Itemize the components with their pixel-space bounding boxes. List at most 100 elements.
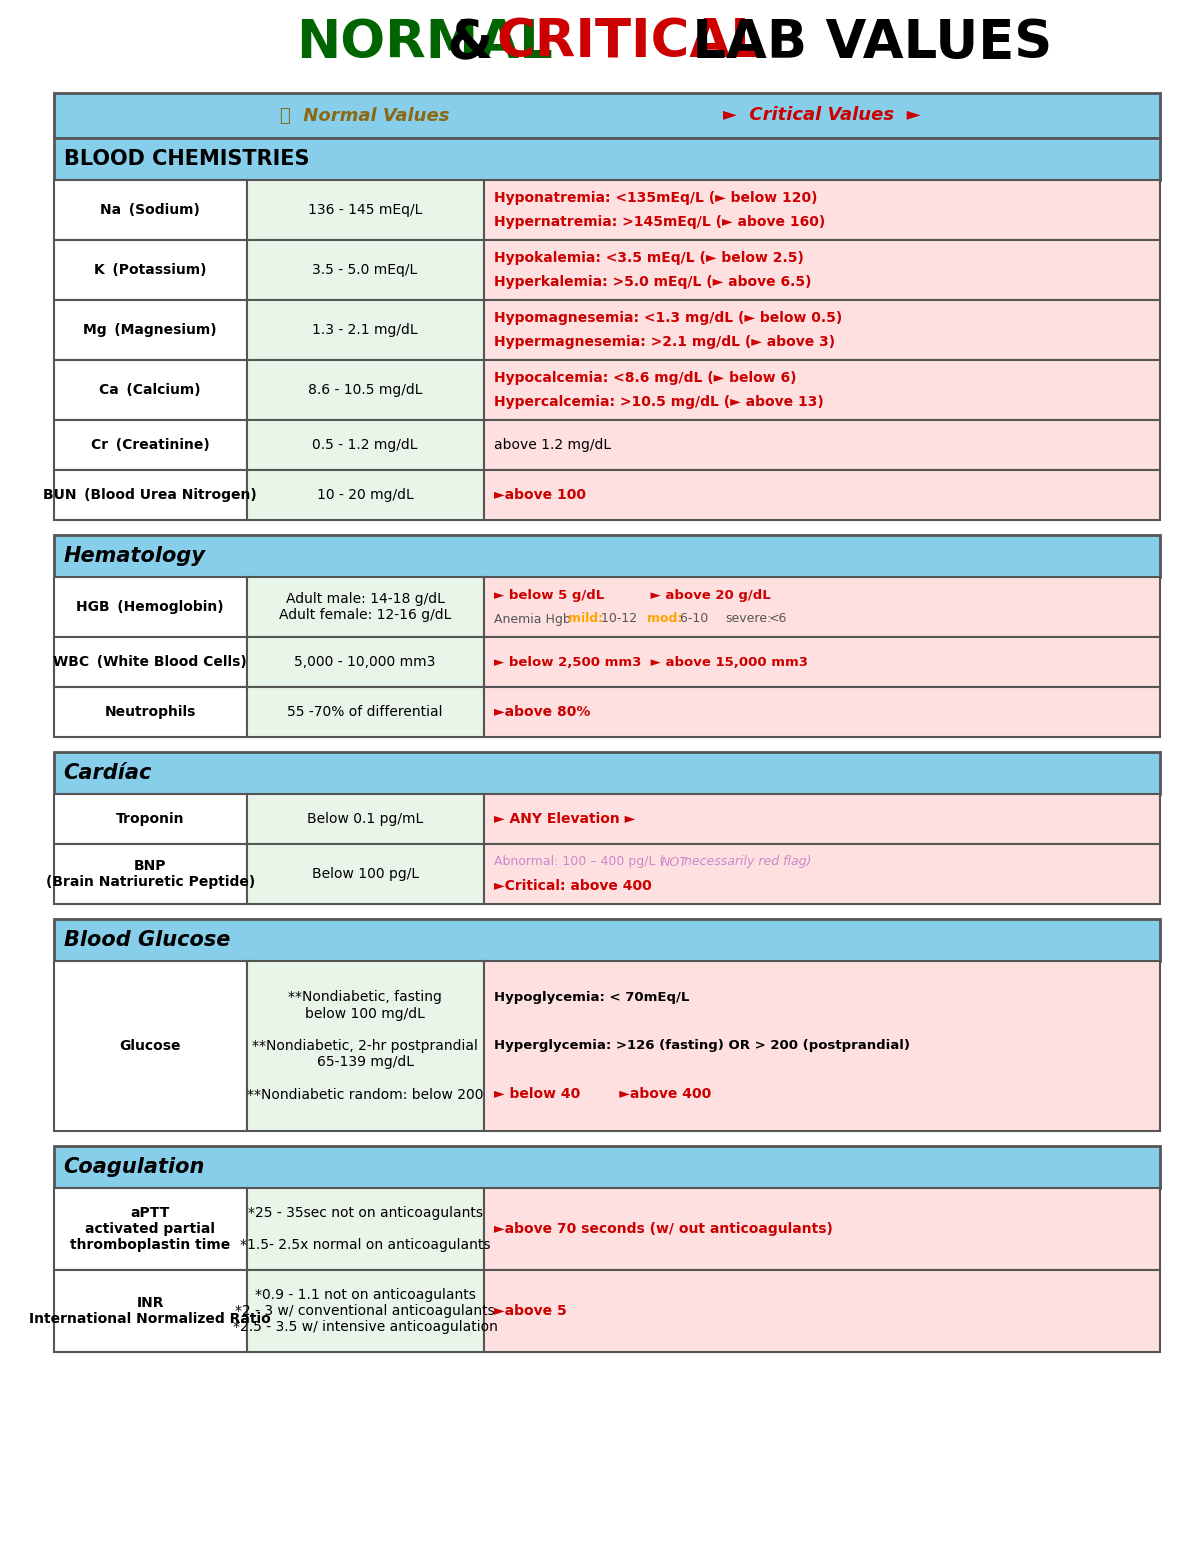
Text: necessarily red flag): necessarily red flag) [679, 856, 811, 868]
FancyBboxPatch shape [484, 1188, 1160, 1270]
Text: Blood Glucose: Blood Glucose [64, 930, 230, 950]
FancyBboxPatch shape [246, 961, 484, 1131]
Text: 6-10: 6-10 [677, 612, 720, 626]
Text: ►above 5: ►above 5 [493, 1305, 566, 1318]
FancyBboxPatch shape [54, 1270, 246, 1353]
Text: ►Critical: above 400: ►Critical: above 400 [493, 879, 652, 893]
Text: ► below 5 g/dL          ► above 20 g/dL: ► below 5 g/dL ► above 20 g/dL [493, 589, 770, 601]
FancyBboxPatch shape [246, 180, 484, 241]
Text: &: & [430, 17, 512, 68]
Text: ► below 40        ►above 400: ► below 40 ►above 400 [493, 1087, 710, 1101]
FancyBboxPatch shape [54, 1146, 1160, 1188]
Text: *0.9 - 1.1 not on anticoagulants
*2 - 3 w/ conventional anticoagulants
*2.5 - 3.: *0.9 - 1.1 not on anticoagulants *2 - 3 … [233, 1287, 498, 1334]
FancyBboxPatch shape [246, 360, 484, 419]
Text: Cr  (Creatinine): Cr (Creatinine) [91, 438, 210, 452]
Text: NORMAL: NORMAL [296, 17, 553, 68]
FancyBboxPatch shape [54, 686, 246, 738]
FancyBboxPatch shape [54, 843, 246, 904]
FancyBboxPatch shape [54, 180, 246, 241]
FancyBboxPatch shape [246, 637, 484, 686]
Text: Cardíac: Cardíac [64, 763, 152, 783]
FancyBboxPatch shape [246, 794, 484, 843]
FancyBboxPatch shape [54, 1188, 246, 1270]
FancyBboxPatch shape [54, 961, 246, 1131]
Text: Hyponatremia: <135mEq/L (► below 120): Hyponatremia: <135mEq/L (► below 120) [493, 191, 817, 205]
Text: Below 100 pg/L: Below 100 pg/L [312, 867, 419, 881]
Text: ► below 2,500 mm3  ► above 15,000 mm3: ► below 2,500 mm3 ► above 15,000 mm3 [493, 655, 808, 668]
Text: BLOOD CHEMISTRIES: BLOOD CHEMISTRIES [64, 149, 310, 169]
Text: Below 0.1 pg/mL: Below 0.1 pg/mL [307, 812, 424, 826]
Text: aPTT
activated partial
thromboplastin time: aPTT activated partial thromboplastin ti… [70, 1205, 230, 1252]
Text: ►above 80%: ►above 80% [493, 705, 590, 719]
FancyBboxPatch shape [246, 1188, 484, 1270]
FancyBboxPatch shape [54, 534, 1160, 578]
FancyBboxPatch shape [54, 752, 1160, 794]
Text: Hypokalemia: <3.5 mEq/L (► below 2.5): Hypokalemia: <3.5 mEq/L (► below 2.5) [493, 252, 804, 266]
Text: Mg  (Magnesium): Mg (Magnesium) [83, 323, 217, 337]
FancyBboxPatch shape [54, 93, 1160, 138]
FancyBboxPatch shape [484, 180, 1160, 241]
Text: 1.3 - 2.1 mg/dL: 1.3 - 2.1 mg/dL [312, 323, 418, 337]
FancyBboxPatch shape [246, 300, 484, 360]
Text: Hypomagnesemia: <1.3 mg/dL (► below 0.5): Hypomagnesemia: <1.3 mg/dL (► below 0.5) [493, 311, 841, 325]
Text: Hypernatremia: >145mEq/L (► above 160): Hypernatremia: >145mEq/L (► above 160) [493, 214, 824, 228]
Text: ►above 100: ►above 100 [493, 488, 586, 502]
FancyBboxPatch shape [484, 300, 1160, 360]
Text: 10-12: 10-12 [598, 612, 646, 626]
Text: 5,000 - 10,000 mm3: 5,000 - 10,000 mm3 [294, 655, 436, 669]
FancyBboxPatch shape [54, 360, 246, 419]
Text: BNP
(Brain Natriuretic Peptide): BNP (Brain Natriuretic Peptide) [46, 859, 254, 890]
Text: LAB VALUES: LAB VALUES [674, 17, 1052, 68]
Text: Hypermagnesemia: >2.1 mg/dL (► above 3): Hypermagnesemia: >2.1 mg/dL (► above 3) [493, 335, 835, 349]
FancyBboxPatch shape [484, 241, 1160, 300]
FancyBboxPatch shape [54, 637, 246, 686]
FancyBboxPatch shape [246, 419, 484, 471]
FancyBboxPatch shape [484, 637, 1160, 686]
FancyBboxPatch shape [484, 843, 1160, 904]
FancyBboxPatch shape [484, 686, 1160, 738]
Text: Adult male: 14-18 g/dL
Adult female: 12-16 g/dL: Adult male: 14-18 g/dL Adult female: 12-… [278, 592, 451, 623]
Text: CRITICAL: CRITICAL [496, 17, 764, 68]
Text: Na  (Sodium): Na (Sodium) [101, 203, 200, 217]
Text: 8.6 - 10.5 mg/dL: 8.6 - 10.5 mg/dL [308, 384, 422, 398]
Text: 136 - 145 mEq/L: 136 - 145 mEq/L [308, 203, 422, 217]
FancyBboxPatch shape [246, 686, 484, 738]
FancyBboxPatch shape [484, 471, 1160, 520]
Text: 0.5 - 1.2 mg/dL: 0.5 - 1.2 mg/dL [312, 438, 418, 452]
Text: Hypoglycemia: < 70mEq/L: Hypoglycemia: < 70mEq/L [493, 991, 689, 1005]
Text: above 1.2 mg/dL: above 1.2 mg/dL [493, 438, 611, 452]
Text: Glucose: Glucose [120, 1039, 181, 1053]
Text: Hematology: Hematology [64, 547, 205, 565]
Text: <6: <6 [768, 612, 786, 626]
Text: Hyperglycemia: >126 (fasting) OR > 200 (postprandial): Hyperglycemia: >126 (fasting) OR > 200 (… [493, 1039, 910, 1053]
Text: Troponin: Troponin [116, 812, 185, 826]
Text: ►above 70 seconds (w/ out anticoagulants): ►above 70 seconds (w/ out anticoagulants… [493, 1222, 833, 1236]
Text: severe:: severe: [726, 612, 772, 626]
FancyBboxPatch shape [484, 961, 1160, 1131]
Text: Anemia Hgb: Anemia Hgb [493, 612, 578, 626]
Text: BUN  (Blood Urea Nitrogen): BUN (Blood Urea Nitrogen) [43, 488, 257, 502]
FancyBboxPatch shape [54, 471, 246, 520]
Text: mod:: mod: [647, 612, 682, 626]
Text: NOT: NOT [660, 856, 688, 868]
Text: *25 - 35sec not on anticoagulants

*1.5- 2.5x normal on anticoagulants: *25 - 35sec not on anticoagulants *1.5- … [240, 1205, 491, 1252]
Text: WBC  (White Blood Cells): WBC (White Blood Cells) [53, 655, 247, 669]
FancyBboxPatch shape [54, 919, 1160, 961]
Text: K  (Potassium): K (Potassium) [94, 262, 206, 276]
FancyBboxPatch shape [484, 1270, 1160, 1353]
Text: 3.5 - 5.0 mEq/L: 3.5 - 5.0 mEq/L [312, 262, 418, 276]
Text: Hypercalcemia: >10.5 mg/dL (► above 13): Hypercalcemia: >10.5 mg/dL (► above 13) [493, 394, 823, 408]
Text: 10 - 20 mg/dL: 10 - 20 mg/dL [317, 488, 414, 502]
Text: INR
International Normalized Ratio: INR International Normalized Ratio [29, 1295, 271, 1326]
FancyBboxPatch shape [54, 794, 246, 843]
Text: Abnormal: 100 – 400 pg/L (: Abnormal: 100 – 400 pg/L ( [493, 856, 664, 868]
FancyBboxPatch shape [246, 578, 484, 637]
FancyBboxPatch shape [54, 419, 246, 471]
FancyBboxPatch shape [246, 1270, 484, 1353]
FancyBboxPatch shape [246, 471, 484, 520]
FancyBboxPatch shape [484, 794, 1160, 843]
FancyBboxPatch shape [54, 578, 246, 637]
FancyBboxPatch shape [246, 241, 484, 300]
FancyBboxPatch shape [54, 300, 246, 360]
Text: mild:: mild: [568, 612, 602, 626]
